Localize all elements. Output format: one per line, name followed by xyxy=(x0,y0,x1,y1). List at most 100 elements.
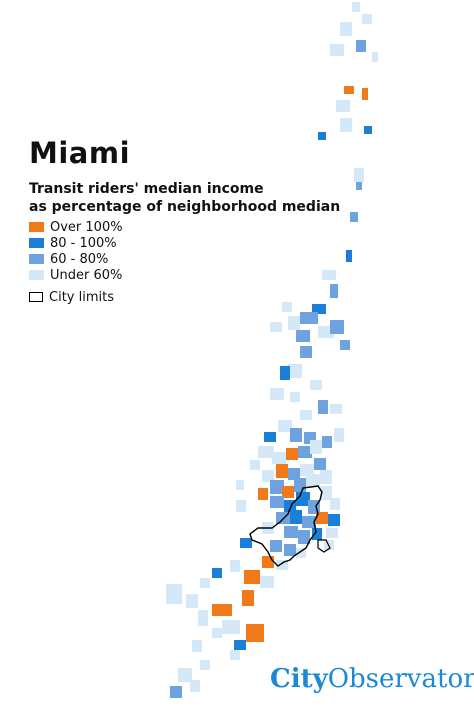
tract-80-100 xyxy=(312,304,326,314)
tract-under-60 xyxy=(354,168,364,182)
tract-60-80 xyxy=(350,212,358,222)
tract-under-60 xyxy=(236,500,246,512)
tract-under-60 xyxy=(288,316,300,330)
tract-60-80 xyxy=(284,526,298,538)
tract-60-80 xyxy=(314,458,326,470)
map-title: Miami xyxy=(29,136,131,170)
legend: Over 100% 80 - 100% 60 - 80% Under 60% C… xyxy=(29,219,123,305)
tract-60-80 xyxy=(318,400,328,414)
tract-60-80 xyxy=(270,480,284,494)
tract-under-60 xyxy=(352,2,360,12)
tract-under-60 xyxy=(300,464,314,476)
tract-80-100 xyxy=(290,510,302,524)
tract-60-80 xyxy=(298,530,310,544)
tract-60-80 xyxy=(294,478,306,492)
tract-under-60 xyxy=(282,302,292,312)
legend-item-60-80: 60 - 80% xyxy=(29,251,123,267)
tract-under-60 xyxy=(300,410,312,420)
tract-80-100 xyxy=(234,640,246,650)
tract-under-60 xyxy=(222,620,240,634)
legend-label: Over 100% xyxy=(50,219,123,235)
tract-over-100 xyxy=(262,556,274,568)
tract-under-60 xyxy=(236,480,244,490)
city-limits-outline xyxy=(249,485,323,567)
legend-swatch-80-100 xyxy=(29,238,44,248)
tract-80-100 xyxy=(318,132,326,140)
tract-under-60 xyxy=(326,528,338,538)
tract-under-60 xyxy=(200,660,210,670)
tract-under-60 xyxy=(336,100,350,112)
tract-under-60 xyxy=(372,52,378,62)
tract-over-100 xyxy=(344,86,354,94)
map-subtitle: Transit riders' median income as percent… xyxy=(29,180,341,216)
tract-over-100 xyxy=(282,486,294,498)
tract-over-100 xyxy=(258,488,268,500)
legend-item-80-100: 80 - 100% xyxy=(29,235,123,251)
tract-under-60 xyxy=(340,118,352,132)
tract-under-60 xyxy=(340,22,352,36)
tract-60-80 xyxy=(302,516,316,528)
tract-under-60 xyxy=(260,576,274,588)
tract-60-80 xyxy=(270,496,284,508)
tract-under-60 xyxy=(296,548,306,558)
tract-60-80 xyxy=(288,468,300,480)
tract-80-100 xyxy=(264,432,276,442)
tract-80-100 xyxy=(280,366,290,380)
tract-80-100 xyxy=(240,538,252,548)
tract-under-60 xyxy=(230,650,240,660)
tract-under-60 xyxy=(306,474,320,486)
tract-80-100 xyxy=(346,250,352,262)
tract-80-100 xyxy=(364,126,372,134)
tract-under-60 xyxy=(192,640,202,652)
legend-item-under-60: Under 60% xyxy=(29,267,123,283)
tract-under-60 xyxy=(270,388,284,400)
logo-part-city: City xyxy=(270,664,328,694)
tract-under-60 xyxy=(278,420,292,432)
tract-80-100 xyxy=(212,568,222,578)
tract-under-60 xyxy=(362,14,372,24)
tract-under-60 xyxy=(190,680,200,692)
legend-label: 80 - 100% xyxy=(50,235,117,251)
city-limits-island xyxy=(317,539,331,553)
tract-under-60 xyxy=(320,486,332,500)
tract-under-60 xyxy=(322,270,336,280)
tract-under-60 xyxy=(330,404,342,414)
city-observatory-logo: CityObservatory xyxy=(270,664,474,694)
tracts-layer xyxy=(166,2,378,698)
tract-over-100 xyxy=(244,570,260,584)
tract-over-100 xyxy=(246,624,264,642)
tract-60-80 xyxy=(356,40,366,52)
tract-over-100 xyxy=(286,448,298,460)
tract-under-60 xyxy=(276,560,288,570)
tract-under-60 xyxy=(212,628,222,638)
tract-over-100 xyxy=(316,512,328,524)
tract-under-60 xyxy=(270,322,282,332)
tract-under-60 xyxy=(290,392,300,402)
tract-60-80 xyxy=(330,284,338,298)
tract-under-60 xyxy=(258,446,274,458)
legend-item-over-100: Over 100% xyxy=(29,219,123,235)
tract-under-60 xyxy=(178,668,192,682)
legend-swatch-over-100 xyxy=(29,222,44,232)
tract-under-60 xyxy=(310,440,322,454)
tract-60-80 xyxy=(330,320,344,334)
tract-60-80 xyxy=(298,446,312,458)
legend-swatch-60-80 xyxy=(29,254,44,264)
legend-item-city-limits: City limits xyxy=(29,289,123,305)
tract-under-60 xyxy=(200,578,210,588)
tract-under-60 xyxy=(230,560,240,572)
legend-swatch-under-60 xyxy=(29,270,44,280)
tract-under-60 xyxy=(250,460,260,470)
tract-over-100 xyxy=(242,590,254,606)
legend-label: City limits xyxy=(49,289,114,305)
tract-60-80 xyxy=(322,436,332,448)
tract-60-80 xyxy=(356,182,362,190)
tract-under-60 xyxy=(334,428,344,442)
tract-60-80 xyxy=(270,540,282,552)
subtitle-line-2: as percentage of neighborhood median xyxy=(29,199,341,215)
tract-under-60 xyxy=(198,610,208,626)
tract-over-100 xyxy=(362,88,368,100)
legend-swatch-city-limits xyxy=(29,292,43,302)
subtitle-line-1: Transit riders' median income xyxy=(29,181,264,197)
